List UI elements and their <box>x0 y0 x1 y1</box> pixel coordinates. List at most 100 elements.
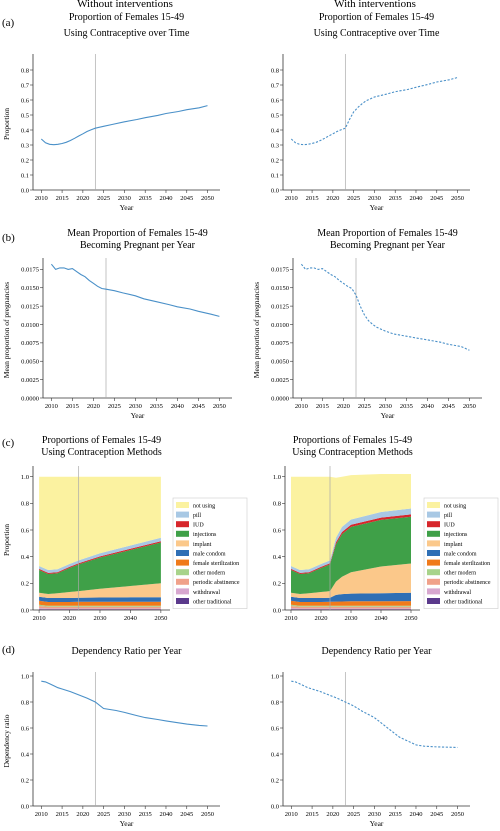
legend-swatch <box>176 502 189 508</box>
area-series-not-using <box>39 476 161 570</box>
area-series-withdrawal <box>291 608 411 610</box>
area-series-female-sterilization <box>39 600 161 606</box>
chart-title-line: Becoming Pregnant per Year <box>330 240 446 251</box>
x-tick-label: 2020 <box>337 403 350 410</box>
column-heading-left: Without interventions <box>77 0 173 10</box>
legend-swatch <box>176 511 189 518</box>
legend-label: other traditional <box>444 599 483 605</box>
legend-label: not using <box>444 503 466 509</box>
chart-title-line: Proportion of Females 15-49 <box>319 12 434 23</box>
x-tick-label: 2050 <box>405 615 418 622</box>
x-tick-label: 2010 <box>45 403 58 410</box>
x-axis-label: Year <box>131 411 145 420</box>
x-tick-label: 2020 <box>326 195 339 202</box>
legend-swatch <box>427 540 440 547</box>
x-tick-label: 2025 <box>347 195 360 202</box>
legend-swatch <box>176 540 189 547</box>
x-tick-label: 2025 <box>108 403 121 410</box>
x-tick-label: 2015 <box>316 403 329 410</box>
y-tick-label: 0.4 <box>21 127 30 134</box>
chart-d_left: Dependency Ratio per Year 2010 2015 2020 202… <box>2 646 220 828</box>
legend-label: injections <box>193 532 217 538</box>
y-tick-label: 1.0 <box>271 673 279 680</box>
x-tick-label: 2045 <box>430 811 443 818</box>
x-tick-label: 2035 <box>389 195 402 202</box>
y-tick-label: 0.0100 <box>271 322 289 329</box>
y-tick-label: 0.2 <box>21 157 29 164</box>
x-tick-label: 2030 <box>118 195 131 202</box>
x-tick-label: 2010 <box>33 615 46 622</box>
chart-a_right: Proportion of Females 15-49 Using Contrac… <box>271 12 470 212</box>
area-series-pill <box>291 508 411 573</box>
x-tick-label: 2010 <box>285 615 298 622</box>
y-tick-label: 1.0 <box>21 474 29 481</box>
y-tick-label: 0.0050 <box>271 359 289 366</box>
y-tick-label: 0.2 <box>21 777 29 784</box>
y-tick-label: 0.0000 <box>21 395 39 402</box>
y-tick-label: 0.4 <box>271 751 280 758</box>
y-tick-label: 0.0025 <box>21 377 39 384</box>
y-tick-label: 0.2 <box>273 581 281 588</box>
area-series-implant <box>291 563 411 598</box>
y-tick-label: 0.4 <box>21 751 30 758</box>
y-tick-label: 0.2 <box>271 157 279 164</box>
legend-swatch <box>176 530 189 537</box>
legend-swatch <box>427 530 440 537</box>
legend-label: periodic abstinence <box>193 580 240 586</box>
plots-layer: Proportion of Females 15-49 Using Contrac… <box>2 12 499 828</box>
y-tick-label: 0.6 <box>273 527 282 534</box>
y-tick-label: 0.8 <box>21 501 29 508</box>
series-line <box>50 263 220 317</box>
x-tick-label: 2025 <box>97 195 110 202</box>
area-series-male-condom <box>291 592 411 602</box>
x-tick-label: 2050 <box>451 195 464 202</box>
x-tick-label: 2050 <box>201 195 214 202</box>
x-tick-label: 2010 <box>295 403 308 410</box>
x-tick-label: 2035 <box>139 811 152 818</box>
area-series-not-using <box>291 474 411 570</box>
chart-title-line: Proportions of Females 15-49 <box>42 435 161 446</box>
legend-swatch <box>176 569 189 576</box>
chart-title-line: Dependency Ratio per Year <box>322 646 433 657</box>
area-series-withdrawal <box>39 608 161 610</box>
legend-label: male condom <box>444 551 477 557</box>
series-line <box>290 76 458 146</box>
x-tick-label: 2040 <box>171 403 184 410</box>
x-tick-label: 2030 <box>345 615 358 622</box>
chart-title-line: Proportion of Females 15-49 <box>69 12 184 23</box>
legend-swatch <box>427 559 440 566</box>
x-axis-label: Year <box>120 203 134 212</box>
chart-title-line: Dependency Ratio per Year <box>72 646 183 657</box>
x-tick-label: 2050 <box>201 811 214 818</box>
legend-swatch <box>176 578 189 585</box>
y-tick-label: 0.4 <box>273 554 282 561</box>
y-tick-label: 0.8 <box>273 501 281 508</box>
x-axis-label: Year <box>120 819 134 828</box>
y-tick-label: 0.0050 <box>21 359 39 366</box>
y-tick-label: 0.6 <box>21 527 30 534</box>
legend-swatch <box>176 550 189 556</box>
y-tick-label: 0.0 <box>21 607 29 614</box>
y-tick-label: 0.8 <box>21 67 29 74</box>
y-tick-label: 0.8 <box>21 699 29 706</box>
legend-swatch <box>427 502 440 508</box>
x-axis-label: Year <box>381 411 395 420</box>
area-series-periodic-abstinence <box>39 606 161 609</box>
y-tick-label: 0.0175 <box>21 267 39 274</box>
x-tick-label: 2020 <box>76 195 89 202</box>
y-axis-label: Proportion <box>2 524 11 556</box>
chart-b_right: Mean Proportion of Females 15-49Becoming… <box>252 228 482 420</box>
legend-label: female sterilization <box>444 560 490 567</box>
legend-label: withdrawal <box>193 590 220 596</box>
x-tick-label: 2010 <box>35 811 48 818</box>
y-tick-label: 0.0075 <box>21 340 39 347</box>
legend-label: pill <box>444 513 452 519</box>
y-tick-label: 0.5 <box>21 112 29 119</box>
legend-swatch <box>176 521 189 528</box>
area-series-injections <box>39 542 161 594</box>
x-tick-label: 2030 <box>93 615 106 622</box>
x-tick-label: 2040 <box>159 195 172 202</box>
area-series-IUD <box>39 541 161 574</box>
